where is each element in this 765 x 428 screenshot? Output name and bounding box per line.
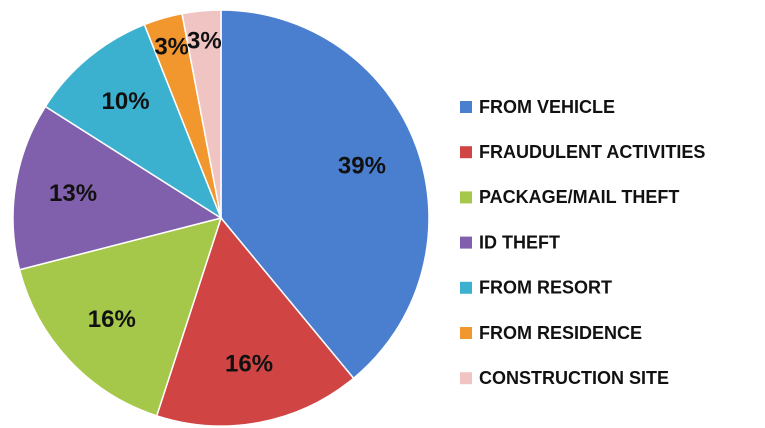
data-label: 16% xyxy=(88,306,136,333)
legend-label: PACKAGE/MAIL THEFT xyxy=(479,187,679,207)
legend-swatch xyxy=(460,101,472,113)
pie-slice xyxy=(155,216,355,427)
data-label: 3% xyxy=(154,34,189,61)
data-label: 39% xyxy=(338,153,386,180)
legend-swatch xyxy=(460,327,472,339)
legend-swatch xyxy=(460,146,472,159)
data-label: 16% xyxy=(225,350,273,377)
data-label: 3% xyxy=(187,27,222,54)
legend-swatch xyxy=(460,236,472,249)
data-label: 13% xyxy=(49,180,97,207)
legend-swatch xyxy=(460,372,472,385)
legend-label: FROM RESORT xyxy=(479,278,612,298)
pie-slice xyxy=(220,9,430,380)
legend-swatch xyxy=(460,191,472,204)
pie-slice xyxy=(12,105,223,271)
legend-swatch xyxy=(460,281,472,294)
pie-slice xyxy=(18,216,223,417)
legend-label: CONSTRUCTION SITE xyxy=(479,368,669,388)
legend-label: FROM VEHICLE xyxy=(479,97,615,117)
legend-label: FRAUDULENT ACTIVITIES xyxy=(479,142,705,162)
legend-label: ID THEFT xyxy=(479,232,560,252)
pie-slice xyxy=(181,9,222,219)
data-label: 10% xyxy=(102,88,150,115)
legend-label: FROM RESIDENCE xyxy=(479,323,642,343)
pie-slice xyxy=(44,23,223,220)
